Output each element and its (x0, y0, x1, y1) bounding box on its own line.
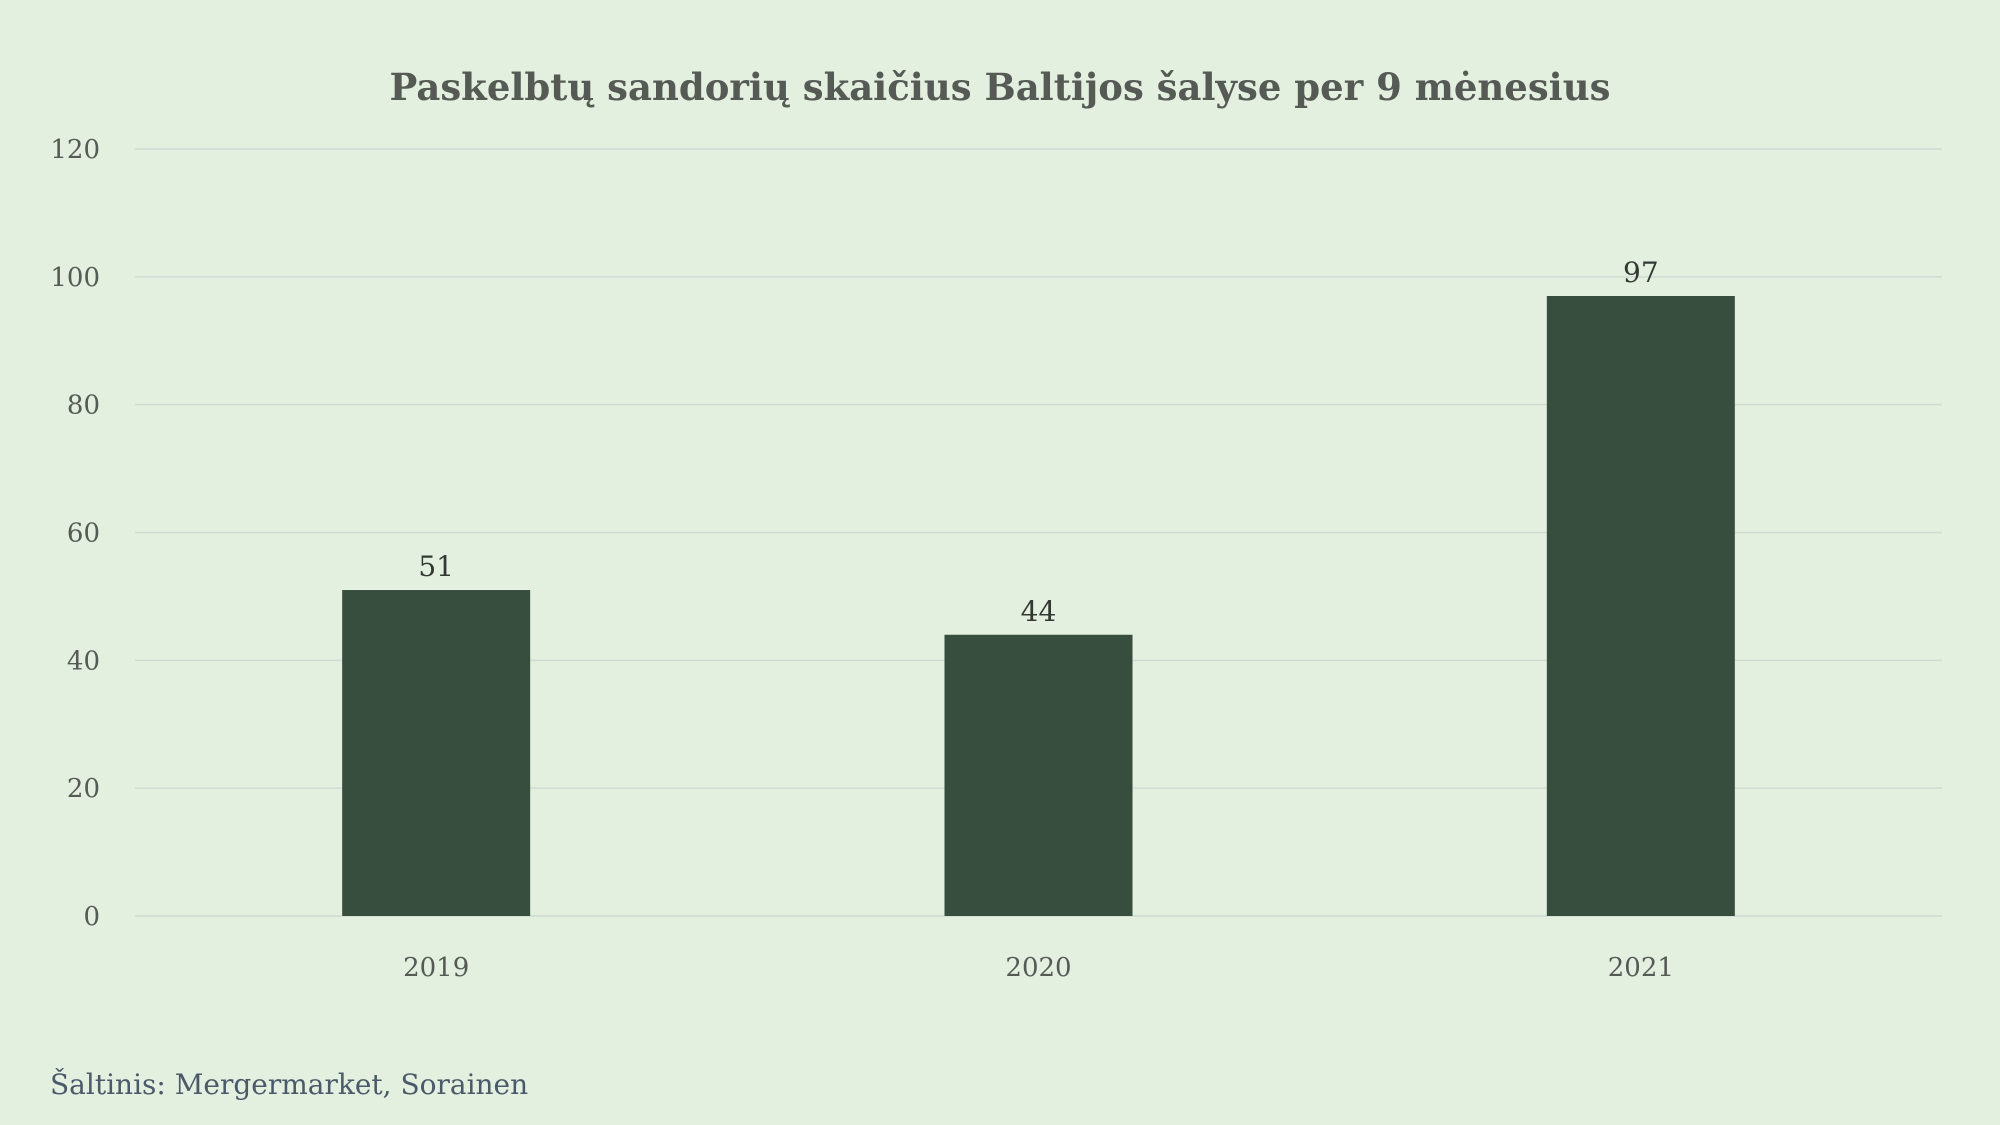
y-tick-label: 60 (67, 519, 100, 549)
data-label-2019: 51 (418, 550, 454, 583)
bar-2019 (342, 590, 531, 916)
x-tick-label: 2020 (1005, 953, 1071, 983)
y-tick-label: 120 (50, 135, 100, 165)
chart-title: Paskelbtų sandorių skaičius Baltijos šal… (390, 65, 1611, 109)
y-tick-label: 40 (67, 646, 100, 676)
x-tick-label: 2021 (1608, 953, 1674, 983)
source-note: Šaltinis: Mergermarket, Sorainen (50, 1068, 529, 1101)
bar-2021 (1546, 296, 1735, 917)
y-tick-label: 0 (83, 902, 100, 932)
x-axis-ticks: 2019 2020 2021 (403, 953, 1674, 983)
data-label-2021: 97 (1623, 256, 1659, 289)
bars (342, 296, 1735, 917)
data-labels: 51 44 97 (418, 256, 1658, 628)
bar-2020 (944, 634, 1133, 916)
y-axis-ticks: 0 20 40 60 80 100 120 (50, 135, 100, 932)
y-tick-label: 100 (50, 263, 100, 293)
y-tick-label: 80 (67, 391, 100, 421)
y-tick-label: 20 (67, 774, 100, 804)
x-tick-label: 2019 (403, 953, 469, 983)
data-label-2020: 44 (1021, 595, 1057, 628)
